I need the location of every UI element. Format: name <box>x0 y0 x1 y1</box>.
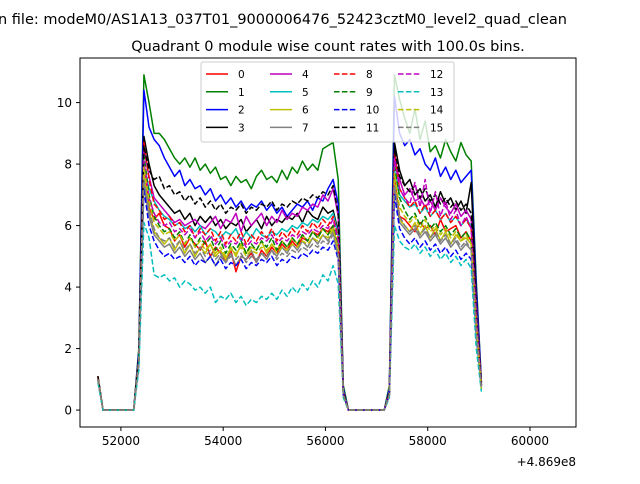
legend-label-13: 13 <box>430 87 443 99</box>
legend-box <box>200 61 455 143</box>
series-line-4 <box>97 147 483 411</box>
series-line-11 <box>97 144 483 411</box>
x-axis: 52000 54000 56000 58000 60000 <box>102 427 549 448</box>
y-tick-label: 4 <box>64 281 72 295</box>
series-line-8 <box>97 141 483 411</box>
legend-label-10: 10 <box>366 105 379 117</box>
legend-label-1: 1 <box>238 87 245 99</box>
x-offset-label: +4.869e8 <box>517 455 576 469</box>
x-tick-label: 58000 <box>409 434 447 448</box>
y-tick-label: 8 <box>64 158 72 172</box>
legend-label-4: 4 <box>302 69 309 81</box>
x-tick-label: 54000 <box>204 434 242 448</box>
legend-label-6: 6 <box>302 105 309 117</box>
legend-label-0: 0 <box>238 69 245 81</box>
legend-label-11: 11 <box>366 122 379 134</box>
legend-label-2: 2 <box>238 105 245 117</box>
axes-frame <box>79 57 577 428</box>
y-axis: 0 2 4 6 8 10 <box>57 96 80 418</box>
chart-title: Quadrant 0 module wise count rates with … <box>131 39 525 55</box>
figure-suptitle: n file: modeM0/AS1A13_037T01_9000006476_… <box>0 12 567 28</box>
y-tick-label: 6 <box>64 219 72 233</box>
legend-label-5: 5 <box>302 87 309 99</box>
series-layer <box>97 74 483 411</box>
legend-label-14: 14 <box>430 105 444 117</box>
series-line-13 <box>97 221 483 411</box>
series-line-2 <box>97 89 483 411</box>
legend-label-8: 8 <box>366 69 373 81</box>
y-tick-label: 0 <box>64 404 72 418</box>
legend-label-9: 9 <box>366 87 373 99</box>
legend-label-12: 12 <box>430 69 443 81</box>
legend-label-3: 3 <box>238 122 245 134</box>
series-line-15 <box>97 178 483 411</box>
x-tick-label: 60000 <box>511 434 549 448</box>
series-line-10 <box>97 187 483 411</box>
x-tick-label: 52000 <box>102 434 140 448</box>
legend-label-7: 7 <box>302 122 309 134</box>
series-line-9 <box>97 154 483 411</box>
y-tick-label: 2 <box>64 342 72 356</box>
series-line-12 <box>97 157 483 411</box>
y-tick-label: 10 <box>57 96 72 110</box>
series-line-7 <box>97 184 483 411</box>
x-tick-label: 56000 <box>306 434 344 448</box>
series-line-14 <box>97 166 483 411</box>
legend-label-15: 15 <box>430 122 443 134</box>
